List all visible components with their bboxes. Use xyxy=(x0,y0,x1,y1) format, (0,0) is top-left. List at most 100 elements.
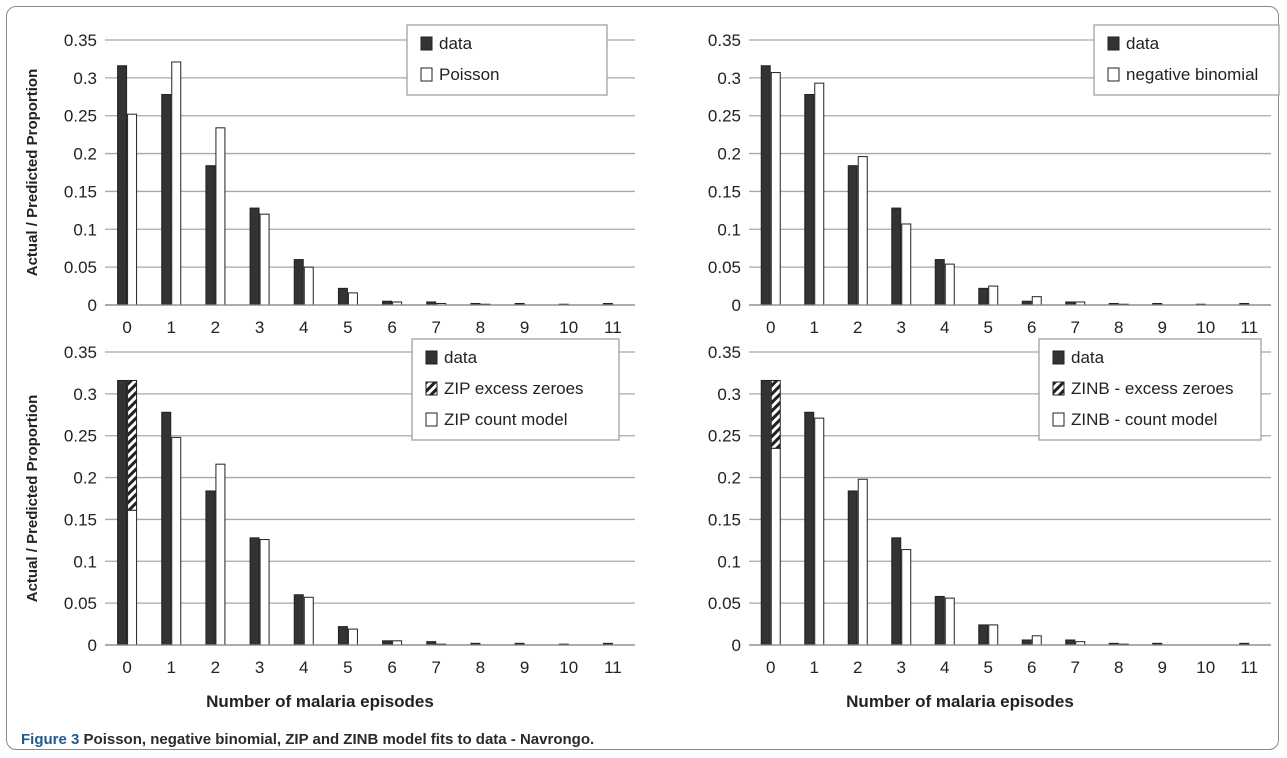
x-tick-label: 7 xyxy=(1071,658,1080,677)
x-tick-label: 4 xyxy=(299,318,308,333)
bar-count-model xyxy=(259,539,270,646)
legend-label: ZINB - count model xyxy=(1071,410,1217,429)
y-tick-label: 0.35 xyxy=(64,31,97,50)
bar-model xyxy=(171,61,182,306)
legend-swatch xyxy=(1052,350,1065,365)
legend-label: Poisson xyxy=(439,65,499,84)
x-tick-label: 1 xyxy=(810,318,819,333)
x-tick-label: 8 xyxy=(1114,658,1123,677)
y-tick-label: 0.35 xyxy=(708,31,741,50)
y-axis-label: Actual / Predicted Proportion xyxy=(24,69,41,277)
x-tick-label: 9 xyxy=(1158,658,1167,677)
caption-text: Poisson, negative binomial, ZIP and ZINB… xyxy=(83,731,595,748)
y-tick-label: 0.15 xyxy=(708,182,741,201)
bar-count-model xyxy=(814,417,825,646)
x-tick-label: 0 xyxy=(766,658,775,677)
bar-model xyxy=(303,266,314,306)
bar-model xyxy=(770,72,781,306)
bar-model xyxy=(1031,296,1042,306)
x-tick-label: 4 xyxy=(940,658,949,677)
figure-caption: Figure 3 Poisson, negative binomial, ZIP… xyxy=(21,731,594,748)
legend-box xyxy=(1093,24,1280,96)
bar-model xyxy=(259,213,270,306)
legend-label: data xyxy=(1126,34,1160,53)
legend-swatch xyxy=(1052,412,1065,427)
bar-excess-zeroes xyxy=(127,379,138,511)
x-axis-label: Number of malaria episodes xyxy=(206,692,434,711)
y-tick-label: 0.2 xyxy=(73,469,97,488)
x-tick-label: 1 xyxy=(167,658,176,677)
bar-data xyxy=(978,624,989,646)
bar-data xyxy=(891,207,902,306)
y-tick-label: 0.35 xyxy=(708,343,741,362)
y-tick-label: 0.1 xyxy=(717,220,741,239)
x-tick-label: 5 xyxy=(343,658,352,677)
x-tick-label: 10 xyxy=(559,658,578,677)
bar-data xyxy=(337,626,348,646)
bar-data xyxy=(205,165,216,306)
x-tick-label: 11 xyxy=(604,658,622,677)
bar-count-model xyxy=(901,549,912,646)
y-tick-label: 0.2 xyxy=(73,145,97,164)
y-tick-label: 0 xyxy=(88,636,97,655)
figure-frame: 0 0.05 0.1 0.15 0.2 0.25 0.3 0.35 0 1 2 3 4 5 6 7 8 9 10 11… xyxy=(6,6,1280,750)
chart-panel-negative-binomial: 0 0.05 0.1 0.15 0.2 0.25 0.3 0.35 0 1 2 3 4 5 6 7 8 9 10 11… xyxy=(708,24,1280,333)
legend-swatch xyxy=(425,381,438,396)
y-tick-label: 0.3 xyxy=(717,385,741,404)
bar-data xyxy=(760,65,771,306)
bar-model xyxy=(127,113,138,306)
x-tick-label: 11 xyxy=(604,318,622,333)
legend-box xyxy=(411,338,620,441)
y-tick-label: 0 xyxy=(88,296,97,315)
x-tick-label: 5 xyxy=(343,318,352,333)
y-tick-label: 0.25 xyxy=(708,427,741,446)
x-tick-label: 5 xyxy=(984,658,993,677)
bar-model xyxy=(988,285,999,306)
x-tick-label: 4 xyxy=(299,658,308,677)
bar-excess-zeroes xyxy=(770,379,781,449)
bar-data xyxy=(891,537,902,646)
bar-data xyxy=(161,411,172,646)
y-tick-label: 0.3 xyxy=(717,69,741,88)
legend-swatch xyxy=(425,350,438,365)
x-tick-label: 11 xyxy=(1240,658,1258,677)
bar-data xyxy=(804,411,815,646)
legend-label: data xyxy=(1071,348,1105,367)
legend-label: ZIP excess zeroes xyxy=(444,379,584,398)
y-tick-label: 0.05 xyxy=(708,258,741,277)
y-tick-label: 0.25 xyxy=(708,107,741,126)
y-tick-label: 0.05 xyxy=(64,594,97,613)
y-tick-label: 0.15 xyxy=(64,182,97,201)
bar-data xyxy=(337,287,348,306)
bar-model xyxy=(814,82,825,306)
bar-data xyxy=(293,259,304,306)
x-tick-label: 7 xyxy=(1071,318,1080,333)
legend-label: data xyxy=(444,348,478,367)
bar-count-model xyxy=(127,509,138,646)
x-tick-label: 0 xyxy=(122,658,131,677)
bar-data xyxy=(1065,639,1076,646)
bar-model xyxy=(215,127,226,306)
x-tick-label: 2 xyxy=(211,658,220,677)
x-tick-label: 10 xyxy=(1196,658,1215,677)
y-tick-label: 0.25 xyxy=(64,107,97,126)
legend-swatch xyxy=(1052,381,1065,396)
bar-model xyxy=(901,223,912,306)
bar-model xyxy=(347,292,358,306)
y-tick-label: 0.2 xyxy=(717,145,741,164)
bar-data xyxy=(249,537,260,646)
x-tick-label: 6 xyxy=(387,318,396,333)
legend-label: ZINB - excess zeroes xyxy=(1071,379,1234,398)
x-tick-label: 6 xyxy=(1027,658,1036,677)
y-tick-label: 0.1 xyxy=(717,552,741,571)
y-tick-label: 0.05 xyxy=(64,258,97,277)
bar-count-model xyxy=(988,624,999,646)
bar-count-model xyxy=(1031,635,1042,646)
bar-data xyxy=(117,379,128,646)
x-tick-label: 3 xyxy=(255,658,264,677)
bar-data xyxy=(161,94,172,306)
bar-data xyxy=(249,207,260,306)
x-tick-label: 10 xyxy=(559,318,578,333)
legend-swatch xyxy=(420,36,433,51)
x-tick-label: 8 xyxy=(1114,318,1123,333)
